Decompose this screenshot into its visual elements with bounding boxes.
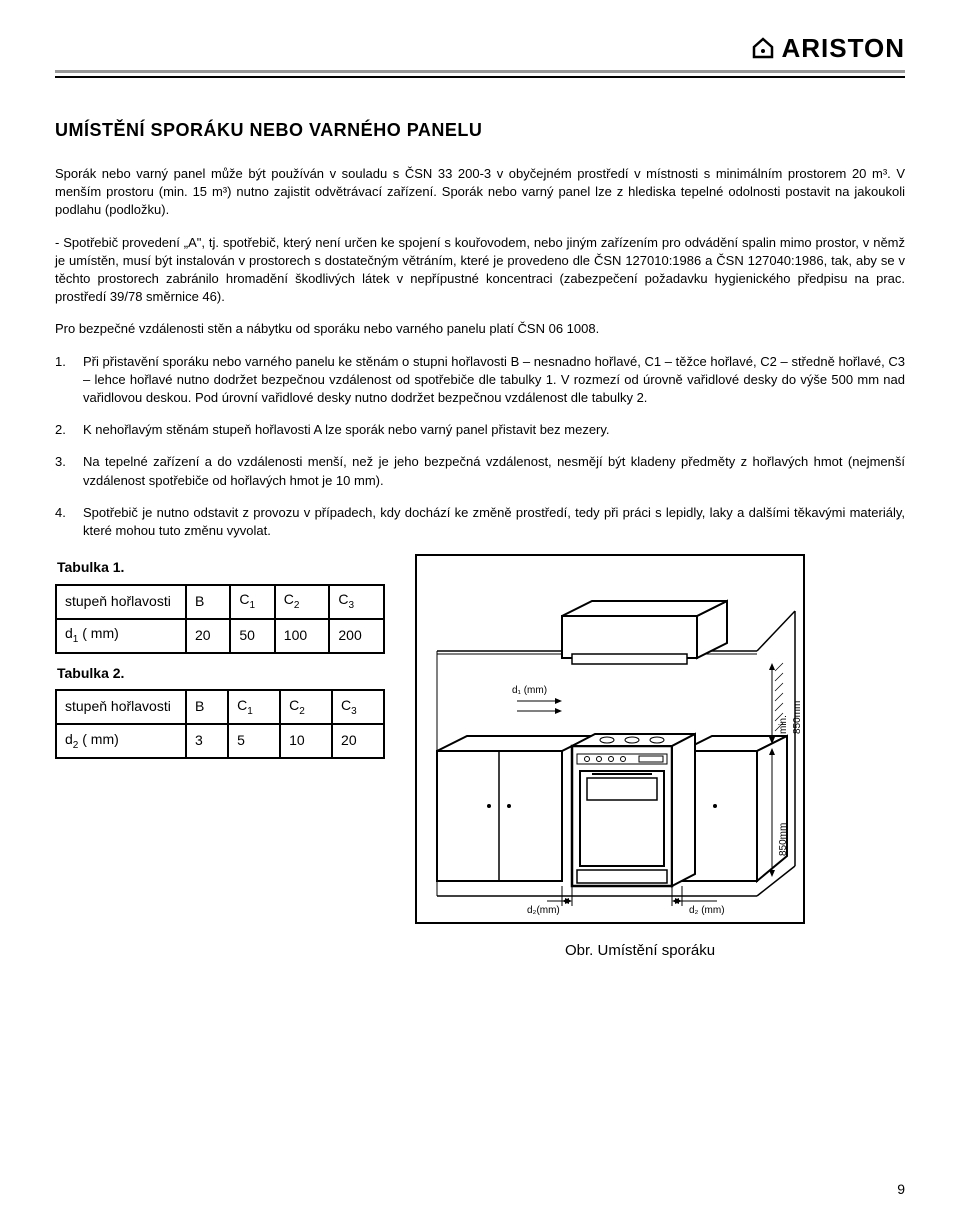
placement-diagram: d₁ (mm) d₂(mm) d₂ (mm) min. 850mm 850mm	[415, 554, 805, 924]
page-number: 9	[897, 1180, 905, 1200]
paragraph-3: Pro bezpečné vzdálenosti stěn a nábytku …	[55, 320, 905, 338]
numbered-list: 1.Při přistavění sporáku nebo varného pa…	[55, 353, 905, 541]
table2-title: Tabulka 2.	[57, 664, 385, 684]
list-item: 2.K nehořlavým stěnám stupeň hořlavosti …	[55, 421, 905, 439]
brand-text: ARISTON	[781, 30, 905, 66]
label-d2b: d₂ (mm)	[689, 904, 725, 918]
figure-caption: Obr. Umístění sporáku	[565, 940, 905, 961]
table-row: stupeň hořlavosti B C1 C2 C3	[56, 690, 384, 724]
list-item: 1.Při přistavění sporáku nebo varného pa…	[55, 353, 905, 408]
label-h2: 850mm	[777, 823, 791, 856]
header: ARISTON	[55, 30, 905, 66]
table-1: stupeň hořlavosti B C1 C2 C3 d1 ( mm) 20…	[55, 584, 385, 654]
list-item: 4.Spotřebič je nutno odstavit z provozu …	[55, 504, 905, 540]
paragraph-1: Sporák nebo varný panel může být používá…	[55, 165, 905, 220]
label-d2a: d₂(mm)	[527, 904, 560, 918]
sub-divider	[55, 76, 905, 78]
tables-column: Tabulka 1. stupeň hořlavosti B C1 C2 C3 …	[55, 554, 385, 769]
house-icon	[751, 36, 775, 60]
table-row: stupeň hořlavosti B C1 C2 C3	[56, 585, 384, 619]
table-row: d1 ( mm) 20 50 100 200	[56, 619, 384, 653]
label-d1: d₁ (mm)	[512, 684, 547, 698]
top-divider	[55, 70, 905, 73]
figure-column: d₁ (mm) d₂(mm) d₂ (mm) min. 850mm 850mm …	[415, 554, 905, 961]
paragraph-2: - Spotřebič provedení „A", tj. spotřebič…	[55, 234, 905, 307]
diagram-svg	[417, 556, 807, 926]
page-title: UMÍSTĚNÍ SPORÁKU NEBO VARNÉHO PANELU	[55, 118, 905, 143]
brand-logo: ARISTON	[751, 30, 905, 66]
label-h1: min. 850mm	[777, 701, 805, 734]
table-2: stupeň hořlavosti B C1 C2 C3 d2 ( mm) 3 …	[55, 689, 385, 759]
table1-title: Tabulka 1.	[57, 558, 385, 578]
list-item: 3.Na tepelné zařízení a do vzdálenosti m…	[55, 453, 905, 489]
table-row: d2 ( mm) 3 5 10 20	[56, 724, 384, 758]
